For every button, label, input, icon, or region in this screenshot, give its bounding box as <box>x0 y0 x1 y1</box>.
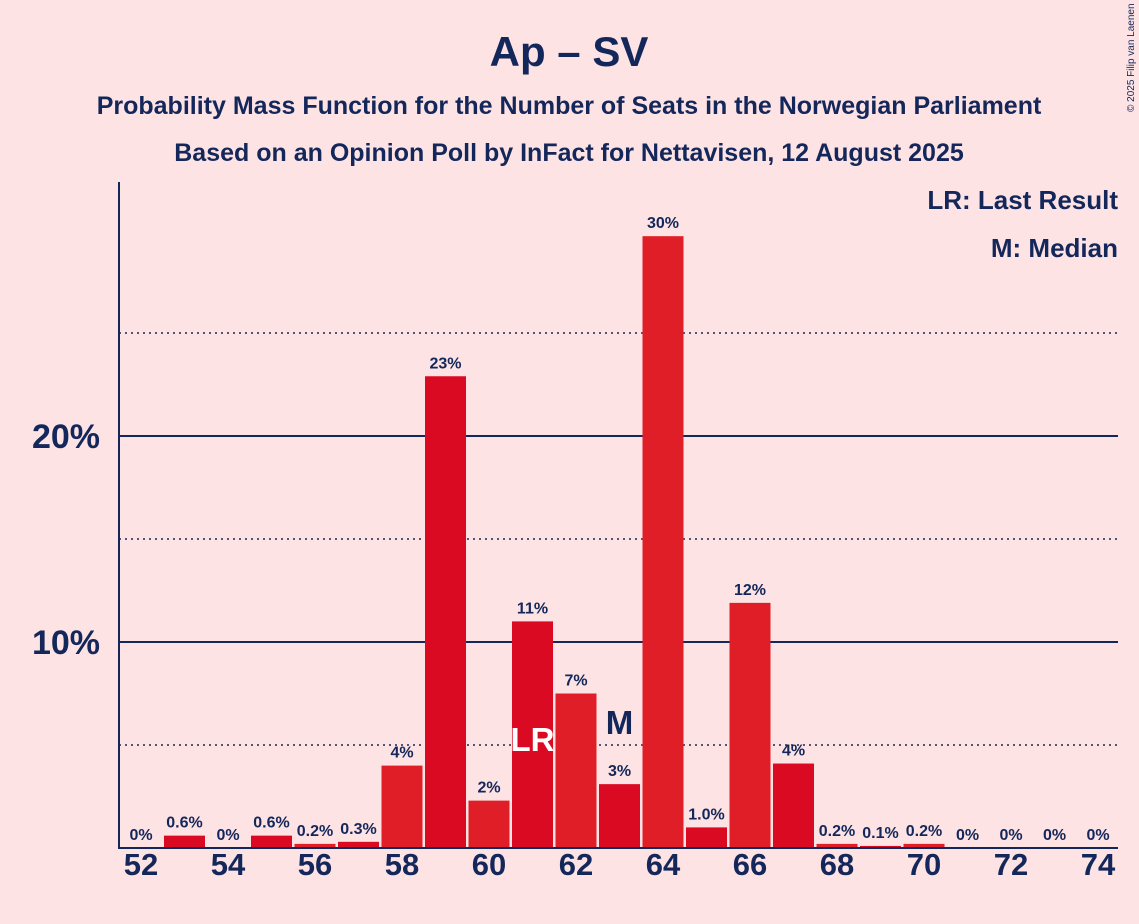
legend-last-result: LR: Last Result <box>927 185 1118 215</box>
data-label-seat-63: 3% <box>608 763 631 780</box>
data-label-seat-58: 4% <box>390 745 413 762</box>
data-label-seat-61: 11% <box>517 600 548 617</box>
labels: 10% 20% 0% 0.6% 0% 0.6% 0.2% 0.3% 4% 23% 2% 11% 7% 3%… <box>32 215 1116 882</box>
data-label-seat-72: 0% <box>999 827 1022 844</box>
chart-subtitle-line2: Based on an Opinion Poll by InFact for N… <box>174 139 964 167</box>
data-label-seat-66: 12% <box>734 582 766 599</box>
data-label-seat-68: 0.2% <box>819 823 855 840</box>
data-label-seat-52: 0% <box>129 827 152 844</box>
data-label-seat-62: 7% <box>564 673 587 690</box>
bar-seat-64 <box>642 236 684 848</box>
y-tick-label-10: 10% <box>32 624 100 662</box>
x-tick-label-56: 56 <box>298 847 332 882</box>
axes <box>118 182 1118 849</box>
x-tick-label-64: 64 <box>646 847 681 882</box>
x-tick-label-62: 62 <box>559 847 593 882</box>
bar-seat-53 <box>164 835 205 848</box>
x-tick-label-58: 58 <box>385 847 419 882</box>
chart-subtitle-line1: Probability Mass Function for the Number… <box>97 92 1042 120</box>
x-tick-label-68: 68 <box>820 847 854 882</box>
data-label-seat-64: 30% <box>647 215 679 232</box>
median-marker: M <box>606 704 634 741</box>
bar-seat-69 <box>860 845 901 848</box>
chart-title: Ap – SV <box>490 28 649 75</box>
bar-seat-66 <box>729 602 771 848</box>
last-result-marker: LR <box>511 721 555 758</box>
x-tick-label-60: 60 <box>472 847 506 882</box>
data-label-seat-60: 2% <box>477 780 500 797</box>
data-label-seat-73: 0% <box>1043 827 1066 844</box>
data-label-seat-70: 0.2% <box>906 823 942 840</box>
data-label-seat-74: 0% <box>1086 827 1109 844</box>
data-label-seat-59: 23% <box>429 355 461 372</box>
data-label-seat-65: 1.0% <box>688 806 724 823</box>
copyright-notice: © 2025 Filip van Laenen <box>1126 3 1137 112</box>
x-tick-label-74: 74 <box>1081 847 1116 882</box>
legend-median: M: Median <box>991 233 1118 263</box>
data-label-seat-71: 0% <box>956 827 979 844</box>
data-label-seat-53: 0.6% <box>166 815 202 832</box>
bar-seat-62 <box>555 693 597 848</box>
data-label-seat-55: 0.6% <box>253 815 289 832</box>
bar-seat-59 <box>425 376 466 848</box>
bar-seat-61 <box>512 621 553 848</box>
bars <box>164 236 945 848</box>
x-tick-label-70: 70 <box>907 847 941 882</box>
bar-seat-67 <box>773 763 814 848</box>
data-label-seat-56: 0.2% <box>297 823 333 840</box>
gridlines <box>119 332 1118 746</box>
data-label-seat-54: 0% <box>216 827 239 844</box>
data-label-seat-67: 4% <box>782 743 805 760</box>
bar-seat-58 <box>381 765 423 848</box>
x-tick-label-66: 66 <box>733 847 767 882</box>
data-label-seat-57: 0.3% <box>340 821 376 838</box>
bar-seat-55 <box>251 835 292 848</box>
bar-seat-70 <box>903 843 945 848</box>
data-label-seat-69: 0.1% <box>862 825 898 842</box>
y-tick-label-20: 20% <box>32 418 100 456</box>
bar-seat-56 <box>294 843 336 848</box>
bar-seat-63 <box>599 784 640 848</box>
bar-seat-68 <box>816 843 858 848</box>
bar-seat-57 <box>338 841 379 848</box>
x-tick-label-52: 52 <box>124 847 158 882</box>
bar-seat-60 <box>468 800 510 848</box>
x-tick-label-54: 54 <box>211 847 246 882</box>
bar-seat-65 <box>686 827 727 848</box>
x-tick-label-72: 72 <box>994 847 1028 882</box>
